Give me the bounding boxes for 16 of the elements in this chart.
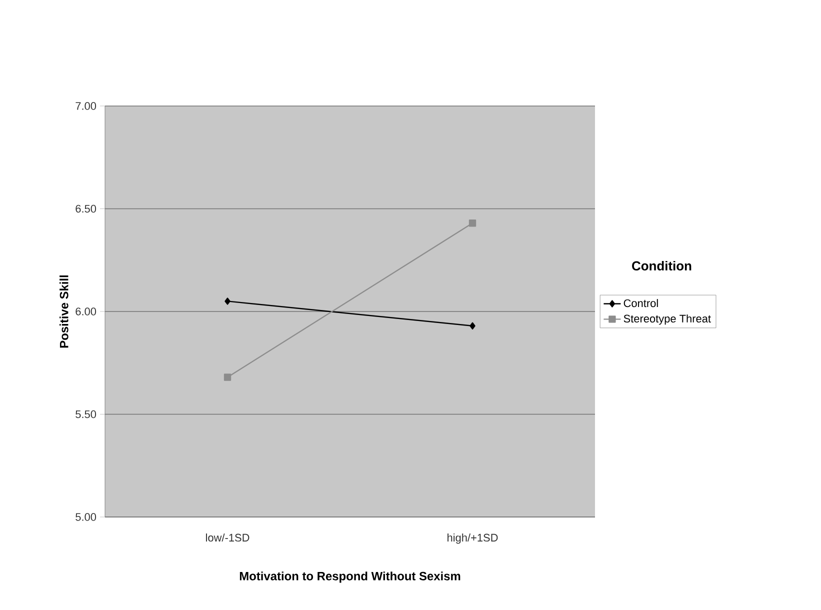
x-tick-label: low/-1SD [206, 534, 250, 542]
y-tick-label: 5.50 [76, 410, 96, 418]
x-axis-title: Motivation to Respond Without Sexism [240, 572, 460, 583]
y-tick-label: 6.00 [76, 308, 96, 316]
y-axis-title: Positive Skill [60, 275, 68, 348]
legend-label: Control [624, 299, 658, 308]
point [224, 374, 232, 381]
legend-title: Condition [632, 260, 692, 270]
point [470, 322, 476, 330]
legend-label: Stereotype Threat [624, 314, 711, 325]
y-tick-label: 5.00 [76, 513, 96, 521]
point [468, 220, 476, 227]
y-tick-label: 7.00 [76, 102, 96, 110]
point [224, 298, 230, 305]
x-tick-label: high/+1SD [448, 534, 498, 544]
y-tick-label: 6.50 [76, 204, 96, 213]
